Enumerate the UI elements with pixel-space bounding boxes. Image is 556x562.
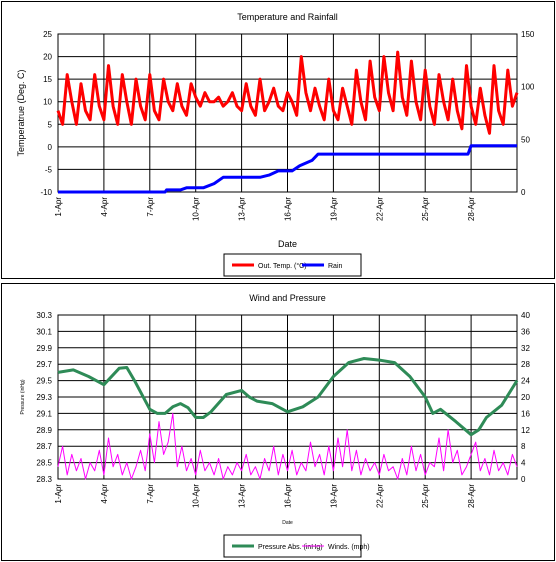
chart-title: Wind and Pressure [249,293,326,303]
x-axis-label: Date [278,239,297,249]
y-left-tick-label: 29.3 [36,393,52,402]
y-right-tick-label: 28 [521,360,530,369]
legend-label: Winds. (mph) [328,544,370,551]
chart-title: Temperature and Rainfall [237,12,338,22]
y-left-tick-label: 25 [43,30,52,39]
y-right-tick-label: 0 [521,188,526,197]
y-left-tick-label: 30.1 [36,327,52,336]
x-tick-label: 7-Apr [146,197,155,217]
x-tick-label: 25-Apr [421,197,430,221]
y-right-tick-label: 40 [521,311,530,320]
y-right-tick-label: 4 [521,459,526,468]
y-left-tick-label: -5 [45,165,53,174]
temperature-rainfall-panel: Temperature and Rainfall 25 20 15 10 5 0 -5 -10 1… [1,1,555,279]
x-tick-label: 22-Apr [375,197,384,221]
y-left-tick-label: 28.3 [36,475,52,484]
wind-pressure-panel: Wind and Pressure 30.3 30.1 29.9 29.7 29.5 29.… [1,283,555,561]
y-right-tick-label: 0 [521,475,526,484]
x-tick-label: 28-Apr [467,197,476,221]
y-right-tick-label: 20 [521,393,530,402]
y-left-tick-label: -10 [40,188,52,197]
y-left-tick-label: 29.1 [36,409,52,418]
legend-box [223,534,362,558]
y-right-tick-label: 8 [521,442,526,451]
x-tick-label: 16-Apr [284,484,293,508]
y-left-tick-label: 28.7 [36,442,52,451]
legend-box [223,253,362,277]
y-left-tick-label: 30.3 [36,311,52,320]
y-right-tick-label: 32 [521,344,530,353]
y-left-tick-label: 29.7 [36,360,52,369]
legend-label: Rain [328,263,343,270]
y-left-tick-label: 29.5 [36,377,52,386]
legend-label: Out. Temp. (°C) [258,262,307,270]
temperature-rainfall-chart: Temperature and Rainfall2520151050-5-101… [16,12,535,277]
x-tick-label: 16-Apr [284,197,293,221]
x-tick-label: 22-Apr [375,484,384,508]
y-axis-label: Pressure (inHg) [20,379,26,414]
x-tick-label: 4-Apr [100,484,109,504]
x-axis-label: Date [282,520,293,526]
y-left-tick-label: 28.9 [36,426,52,435]
y-left-tick-label: 0 [48,143,53,152]
y-left-tick-label: 10 [43,98,52,107]
legend-label: Pressure Abs. (inHg) [258,544,323,551]
y-left-tick-label: 20 [43,53,52,62]
x-tick-label: 7-Apr [146,484,155,504]
plot-area [57,314,518,480]
y-right-tick-label: 150 [521,30,535,39]
y-left-tick-label: 29.9 [36,344,52,353]
y-left-tick-label: 28.5 [36,459,52,468]
y-right-tick-label: 50 [521,135,530,144]
x-tick-label: 13-Apr [238,197,247,221]
x-tick-label: 13-Apr [238,484,247,508]
x-tick-label: 1-Apr [54,197,63,217]
wind-pressure-chart: Wind and Pressure 30.3 30.1 29.9 29.7 29.5 29.… [20,293,530,558]
y-right-tick-label: 100 [521,83,535,92]
x-tick-label: 28-Apr [467,484,476,508]
y-axis-label: Temperatrue (Deg. C) [16,69,26,156]
y-right-tick-label: 12 [521,426,530,435]
y-right-tick-label: 24 [521,377,530,386]
x-tick-label: 1-Apr [54,484,63,504]
x-tick-label: 10-Apr [192,197,201,221]
x-tick-label: 4-Apr [100,197,109,217]
y-left-tick-label: 5 [48,120,53,129]
y-left-tick-label: 15 [43,75,52,84]
x-tick-label: 25-Apr [421,484,430,508]
y-right-tick-label: 36 [521,327,530,336]
x-tick-label: 19-Apr [329,197,338,221]
x-tick-label: 10-Apr [192,484,201,508]
y-right-tick-label: 16 [521,409,530,418]
x-tick-label: 19-Apr [329,484,338,508]
